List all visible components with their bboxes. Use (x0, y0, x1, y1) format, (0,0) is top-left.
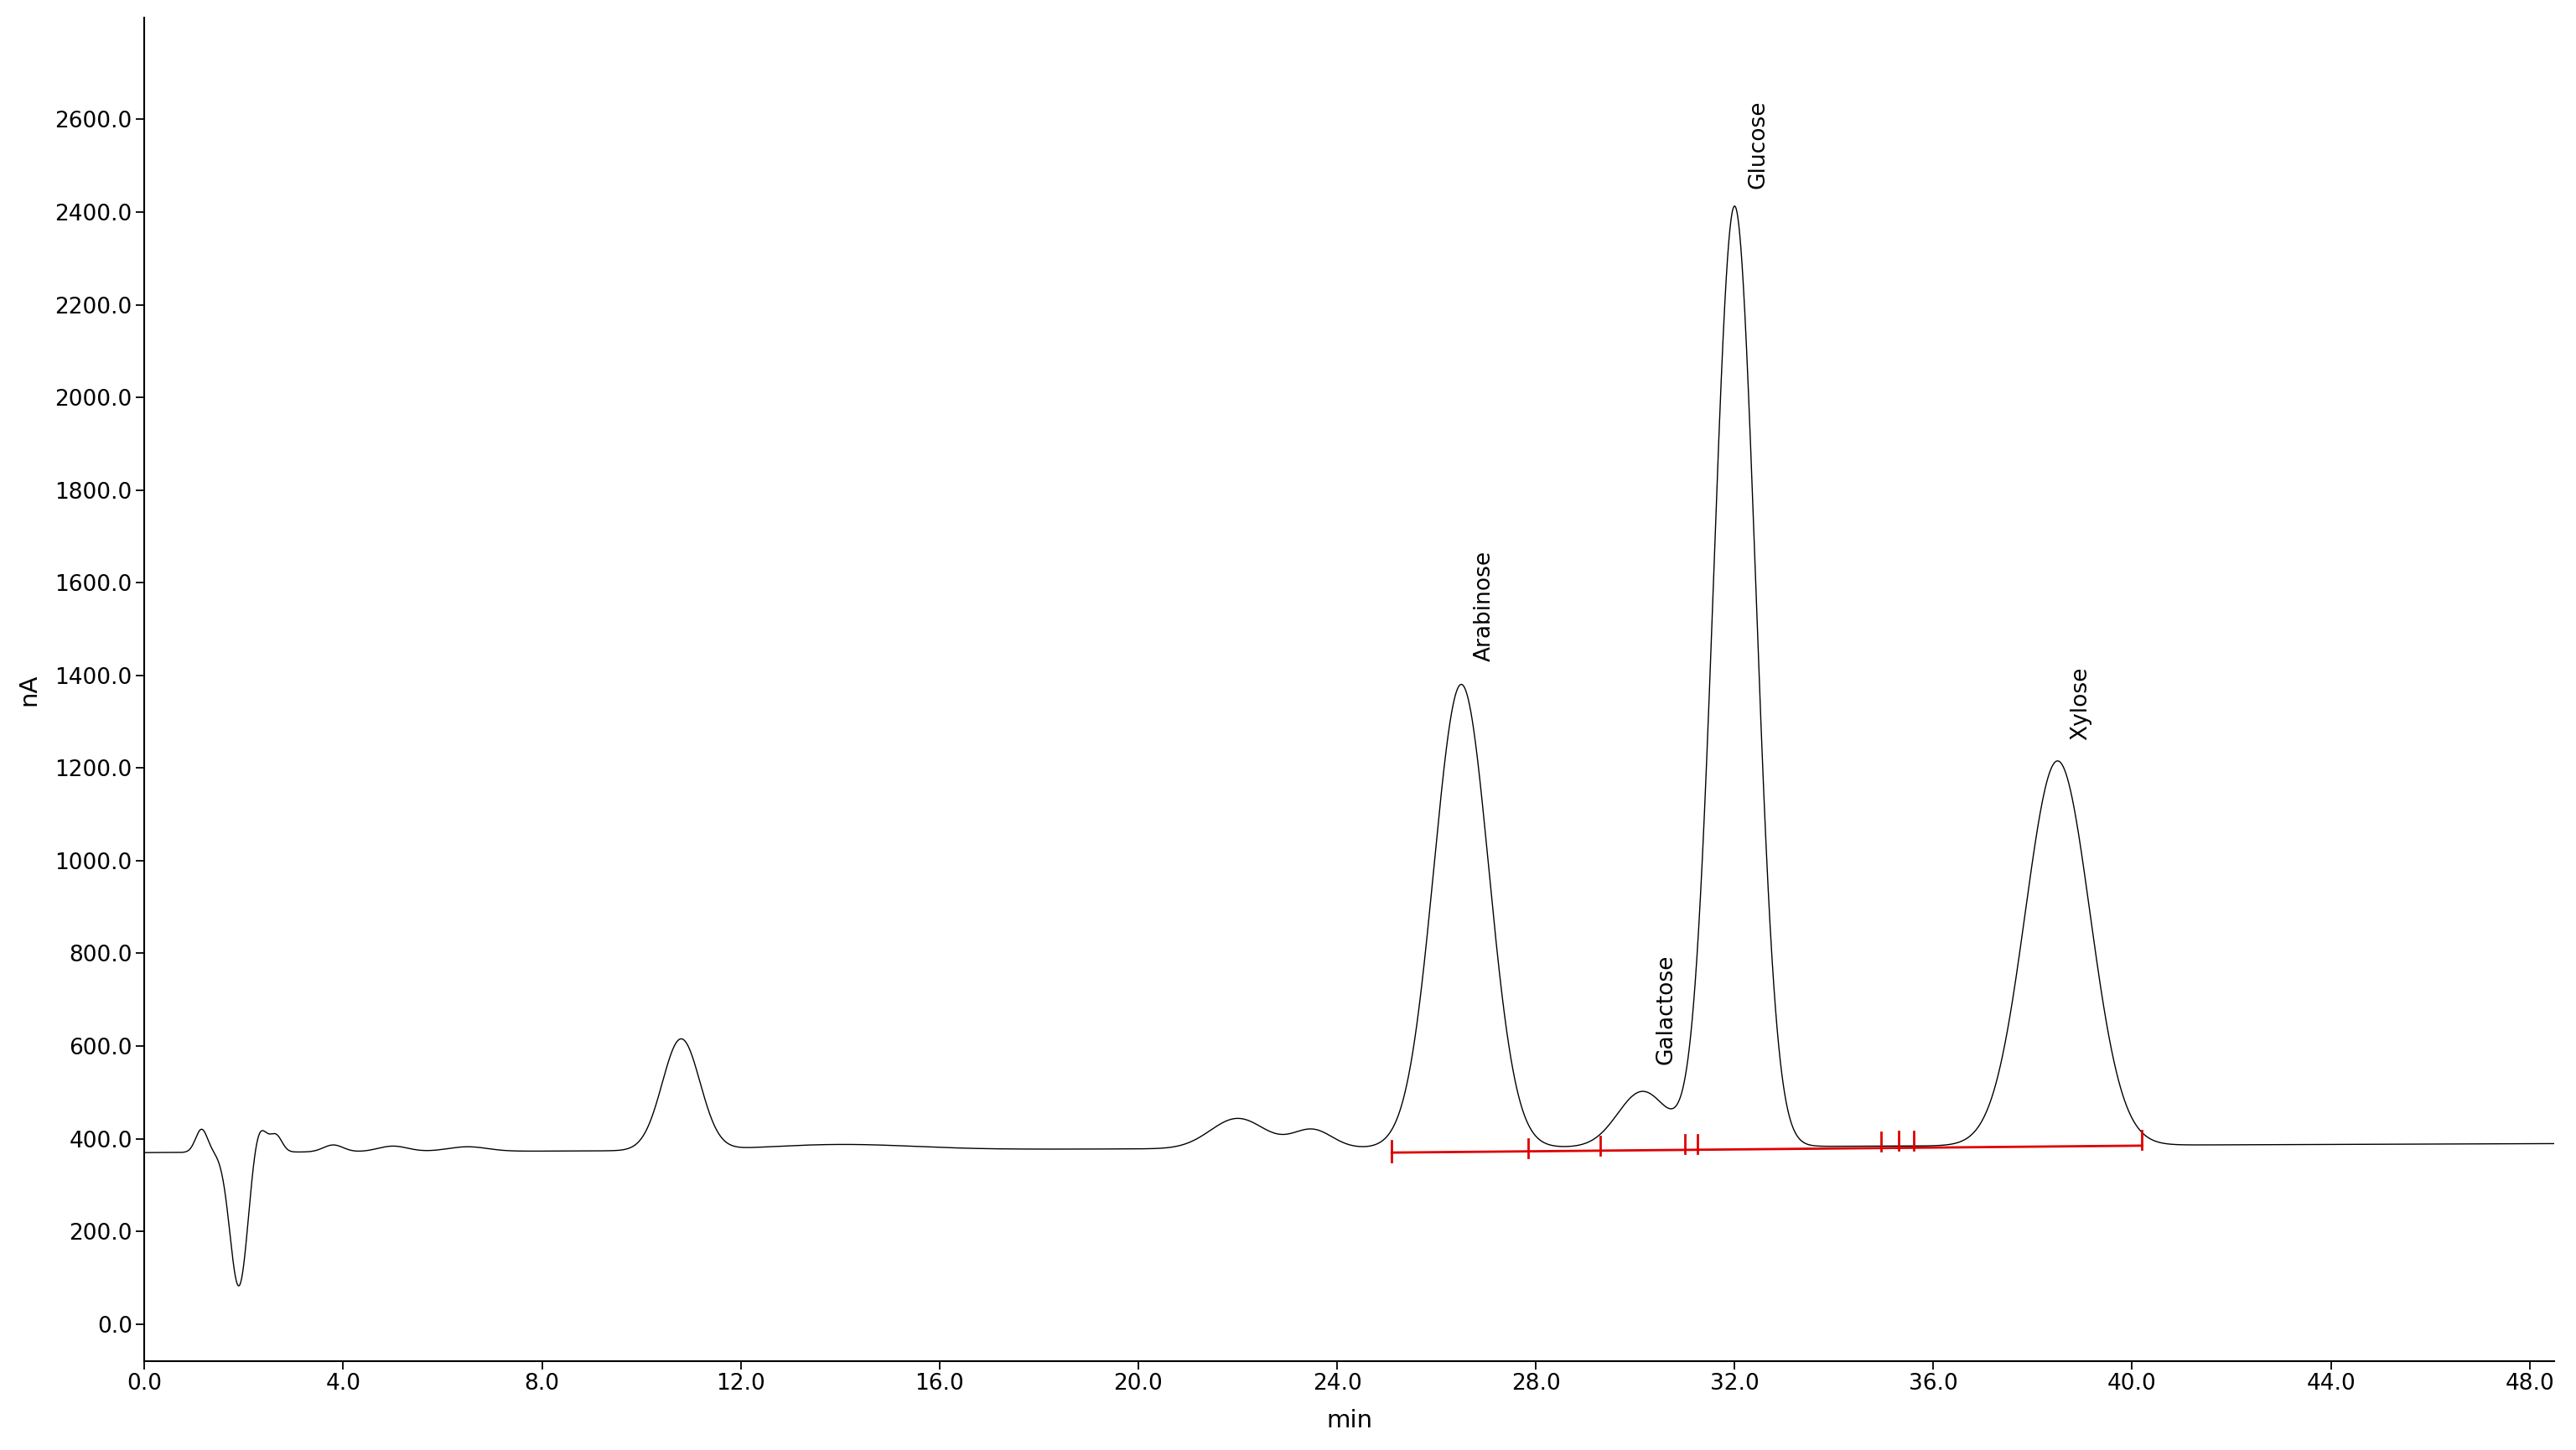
Text: Xylose: Xylose (2071, 667, 2092, 741)
Text: Arabinose: Arabinose (1473, 551, 1497, 661)
X-axis label: min: min (1327, 1409, 1373, 1433)
Y-axis label: nA: nA (18, 673, 41, 705)
Text: Glucose: Glucose (1747, 100, 1770, 188)
Text: Galactose: Galactose (1654, 954, 1677, 1064)
